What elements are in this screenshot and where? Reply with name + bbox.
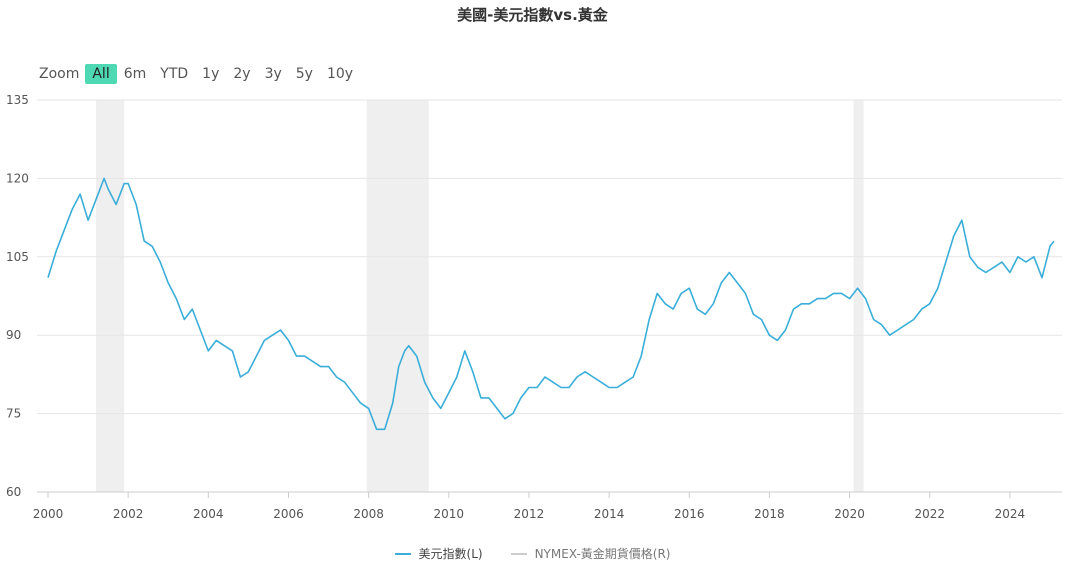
- series-line-0: [47, 177, 1055, 431]
- y-tick-label: 90: [6, 328, 21, 342]
- zoom-2y-button[interactable]: 2y: [233, 66, 251, 82]
- zoom-ytd-button[interactable]: YTD: [160, 66, 189, 82]
- y-tick-label: 75: [6, 407, 21, 421]
- legend-swatch-gold-futures: [510, 552, 527, 555]
- legend-label-usd-index: 美元指數(L): [418, 547, 483, 561]
- legend-item-usd-index[interactable]: 美元指數(L): [394, 545, 483, 562]
- x-tick-label: 2022: [914, 507, 945, 521]
- x-tick-label: 2008: [353, 507, 384, 521]
- chart-title: 美國-美元指數vs.黃金: [457, 6, 608, 24]
- legend: 美元指數(L) NYMEX-黃金期貨價格(R): [0, 545, 1065, 562]
- x-tick-label: 2000: [33, 507, 64, 521]
- recession-band-2: [853, 100, 864, 492]
- y-tick-label: 105: [6, 250, 29, 264]
- zoom-5y-button[interactable]: 5y: [295, 66, 313, 82]
- y-tick-label: 60: [6, 485, 21, 499]
- zoom-bar: Zoom All 6m YTD 1y 2y 3y 5y 10y: [39, 62, 360, 86]
- recession-band-1: [366, 100, 429, 492]
- x-tick-label: 2016: [674, 507, 705, 521]
- x-tick-label: 2010: [434, 507, 465, 521]
- x-tick-label: 2006: [273, 507, 304, 521]
- x-tick-label: 2020: [834, 507, 865, 521]
- legend-item-gold-futures[interactable]: NYMEX-黃金期貨價格(R): [510, 545, 671, 562]
- x-tick-label: 2002: [113, 507, 144, 521]
- x-tick-label: 2018: [754, 507, 785, 521]
- legend-label-gold-futures: NYMEX-黃金期貨價格(R): [534, 547, 671, 561]
- zoom-all-button[interactable]: All: [85, 64, 117, 84]
- zoom-1y-button[interactable]: 1y: [202, 66, 220, 82]
- zoom-label: Zoom: [39, 66, 80, 82]
- x-tick-label: 2012: [514, 507, 545, 521]
- x-tick-label: 2004: [193, 507, 224, 521]
- zoom-6m-button[interactable]: 6m: [123, 66, 147, 82]
- zoom-10y-button[interactable]: 10y: [326, 66, 354, 82]
- zoom-3y-button[interactable]: 3y: [264, 66, 282, 82]
- recession-band-0: [96, 100, 125, 492]
- y-tick-label: 135: [6, 93, 29, 107]
- x-tick-label: 2014: [594, 507, 625, 521]
- legend-swatch-usd-index: [394, 552, 411, 555]
- x-tick-label: 2024: [995, 507, 1026, 521]
- y-tick-label: 120: [6, 171, 29, 185]
